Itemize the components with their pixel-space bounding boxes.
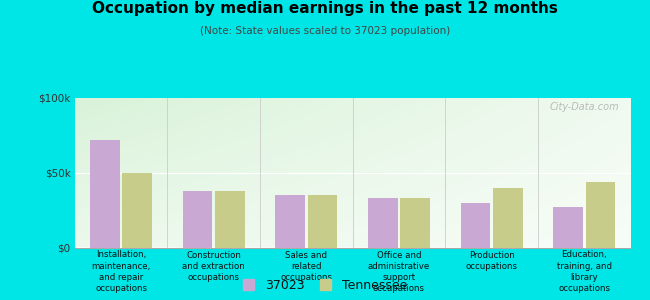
Text: Office and
administrative
support
occupations: Office and administrative support occupa… [368, 250, 430, 293]
Text: Installation,
maintenance,
and repair
occupations: Installation, maintenance, and repair oc… [92, 250, 151, 293]
Bar [368, 198, 398, 247]
Text: Sales and
related
occupations: Sales and related occupations [280, 250, 332, 282]
Text: (Note: State values scaled to 37023 population): (Note: State values scaled to 37023 popu… [200, 26, 450, 35]
Text: Education,
training, and
library
occupations: Education, training, and library occupat… [556, 250, 612, 293]
Bar [183, 190, 213, 248]
Legend: 37023, Tennessee: 37023, Tennessee [242, 279, 408, 292]
Bar [553, 207, 583, 247]
Bar [215, 190, 244, 248]
Text: City-Data.com: City-Data.com [550, 102, 619, 112]
Text: Production
occupations: Production occupations [465, 250, 517, 271]
Bar [122, 172, 152, 248]
Bar [586, 182, 615, 248]
Text: Construction
and extraction
occupations: Construction and extraction occupations [182, 250, 245, 282]
Bar [307, 195, 337, 247]
Bar [400, 198, 430, 247]
Bar [461, 202, 490, 247]
Bar [276, 195, 305, 247]
Bar [493, 188, 523, 248]
Bar [90, 140, 120, 248]
Text: Occupation by median earnings in the past 12 months: Occupation by median earnings in the pas… [92, 2, 558, 16]
